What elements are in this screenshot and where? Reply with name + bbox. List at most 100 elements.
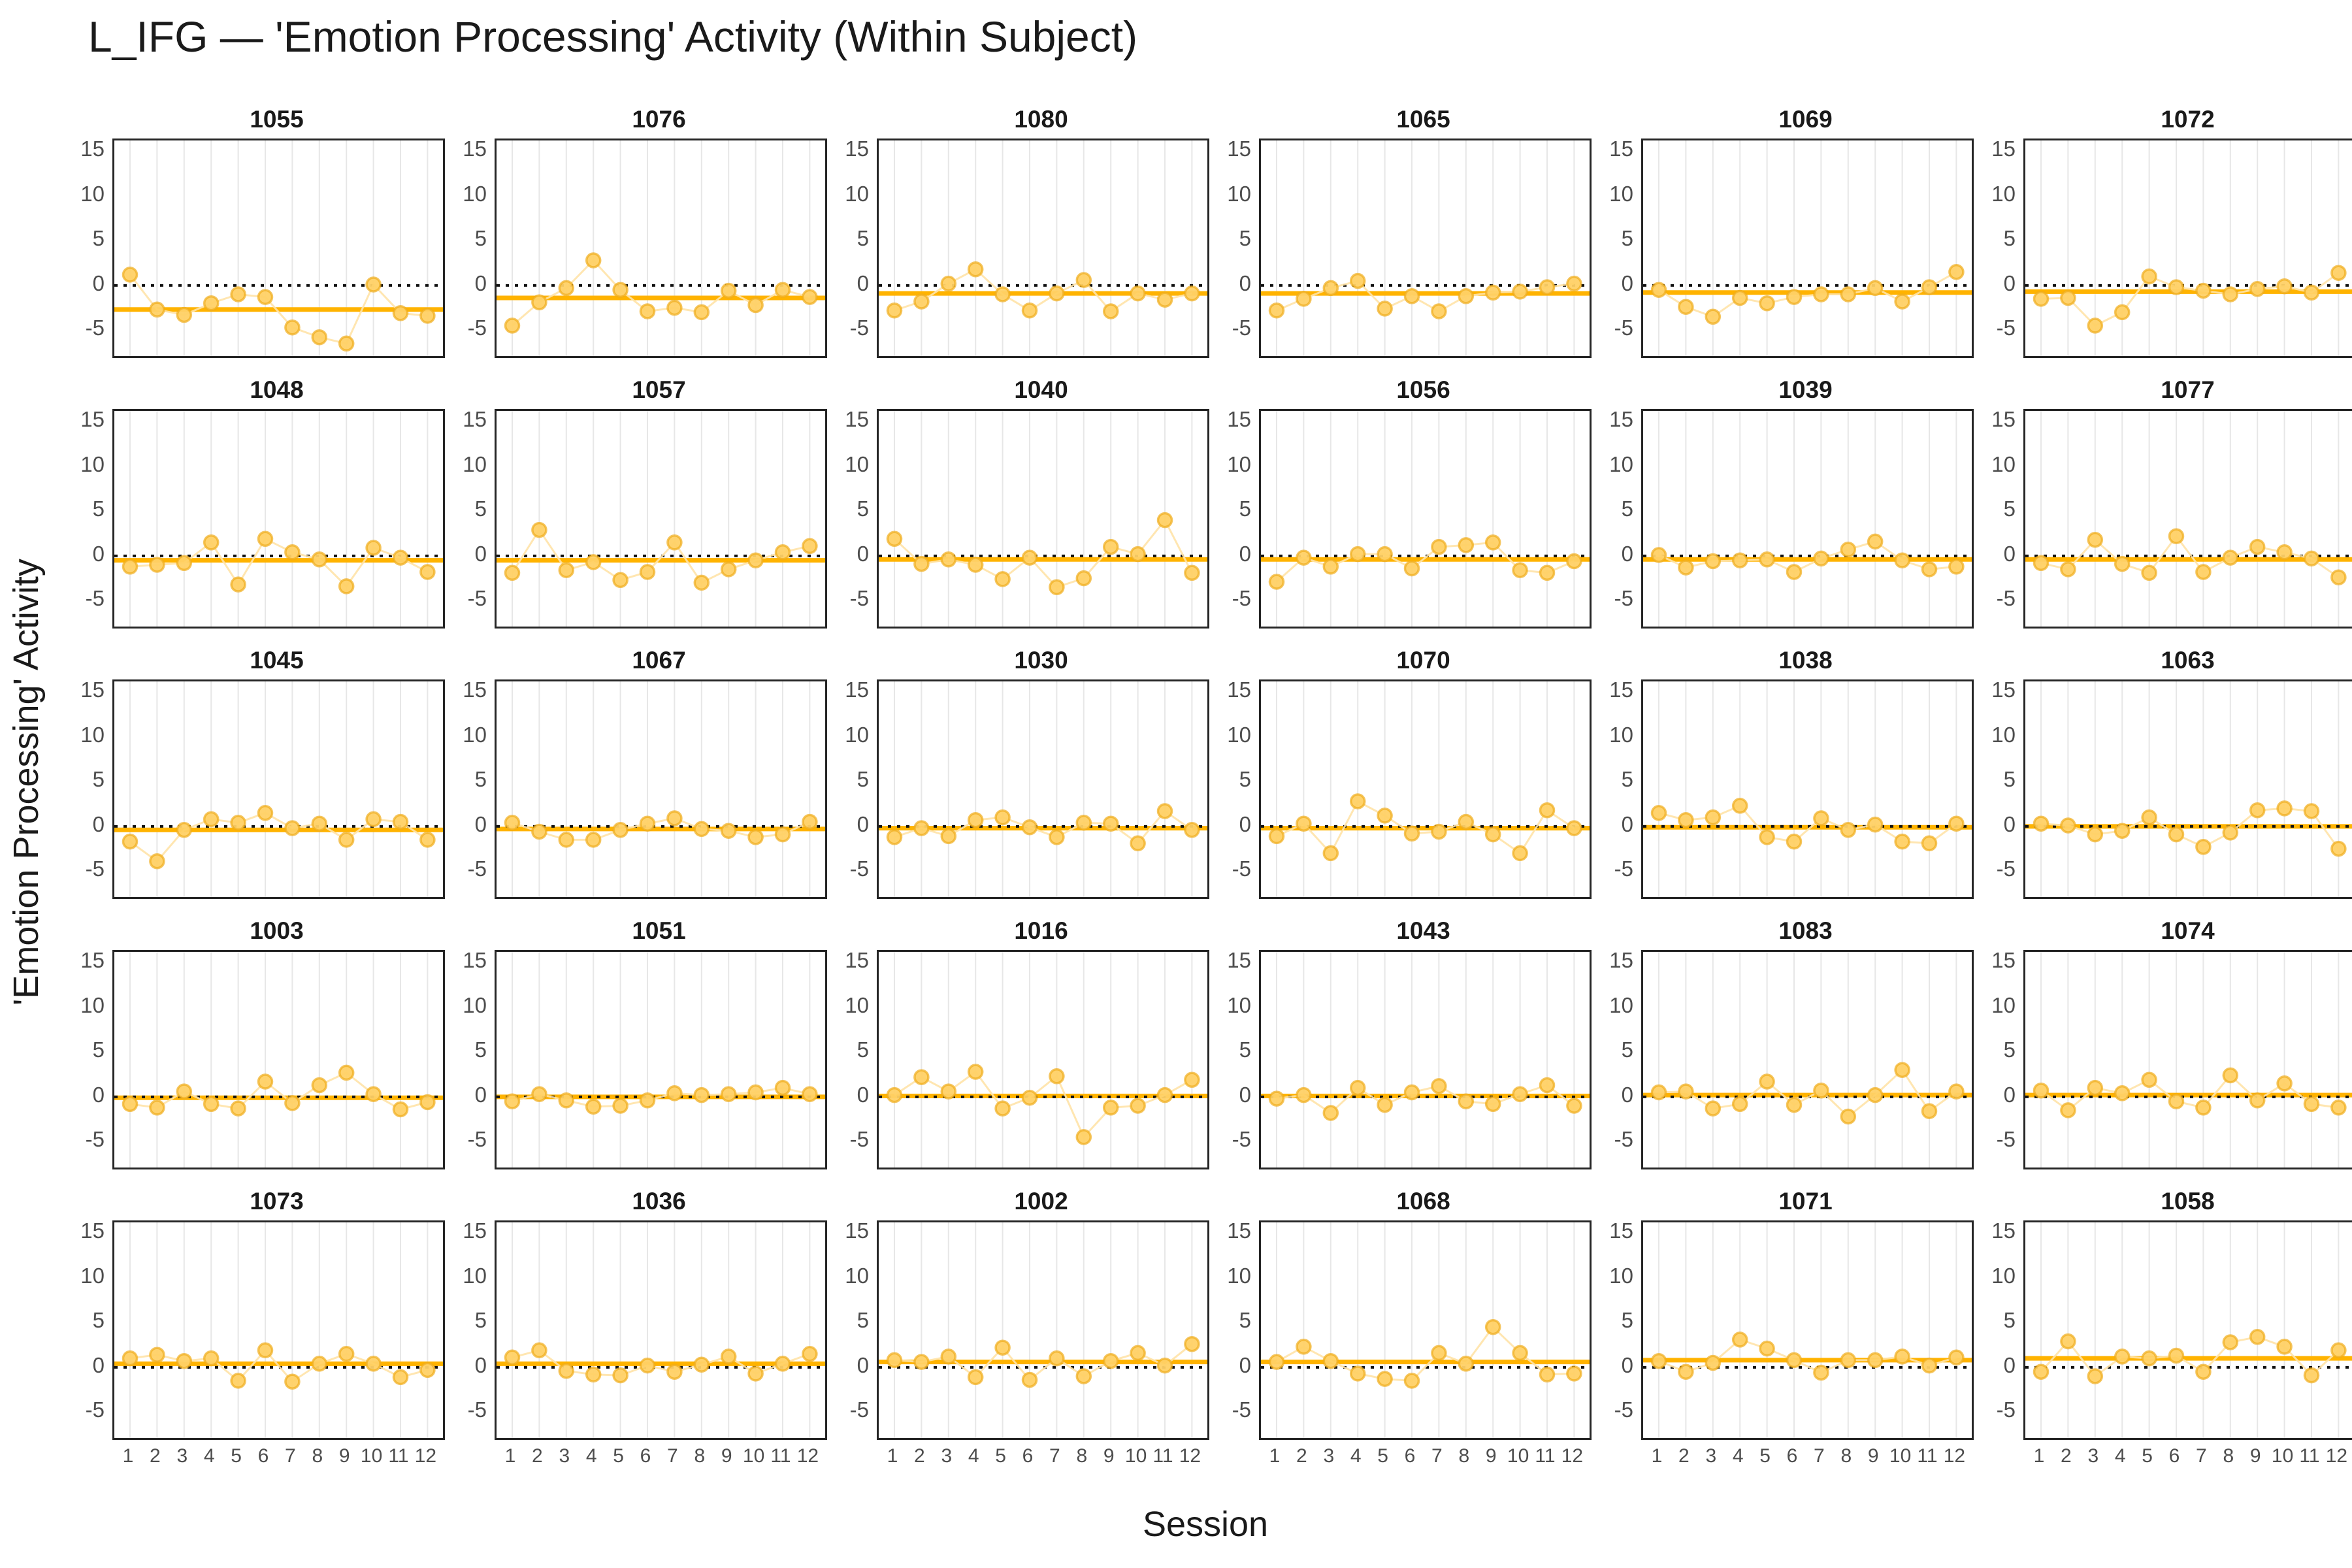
chart-canvas <box>2025 952 2352 1168</box>
facet-title: 1003 <box>250 917 304 944</box>
facet-cell-1077: 1077 15 10 5 0 -5 <box>1970 375 2352 645</box>
x-tick-label: 12 <box>1943 1445 1966 1467</box>
data-point <box>666 1364 683 1380</box>
data-point <box>1021 302 1038 319</box>
x-tick-label: 12 <box>2325 1445 2348 1467</box>
x-tick-label: 1 <box>887 1445 898 1467</box>
data-point <box>1705 1354 1722 1371</box>
data-point <box>1102 1352 1119 1369</box>
data-point <box>639 564 656 580</box>
data-point <box>1840 286 1857 302</box>
data-point <box>1759 295 1775 312</box>
facet-cell-1068: 1068 15 10 5 0 -5 1 2 3 4 5 6 7 8 9 10 11 12 <box>1205 1186 1592 1467</box>
data-point <box>1268 574 1285 590</box>
session-connector-line <box>1276 1325 1575 1382</box>
data-point <box>1184 564 1200 581</box>
data-point <box>1650 1084 1667 1101</box>
y-tick-label: -5 <box>467 1397 487 1422</box>
data-point <box>967 261 984 278</box>
data-point <box>2060 817 2076 834</box>
facet-title: 1074 <box>2161 917 2215 944</box>
data-point <box>1184 1335 1200 1352</box>
data-point <box>1539 1077 1556 1094</box>
y-tick-label: 15 <box>80 407 105 432</box>
x-tick-label: 9 <box>1867 1445 1879 1467</box>
y-tick-label: 10 <box>1609 722 1633 747</box>
data-point <box>1759 829 1775 845</box>
data-point <box>1296 815 1312 832</box>
data-point <box>1650 547 1667 563</box>
data-point <box>176 1352 193 1369</box>
data-point <box>122 559 139 575</box>
data-point <box>2222 1334 2239 1350</box>
data-point <box>612 822 629 838</box>
facet-panel-1039 <box>1641 409 1974 629</box>
facet-cell-1051: 1051 15 10 5 0 -5 <box>441 916 827 1186</box>
data-point <box>176 555 193 572</box>
data-point <box>1731 798 1748 814</box>
data-point <box>967 557 984 573</box>
facet-panel-1056 <box>1259 409 1592 629</box>
data-point <box>1512 1086 1528 1102</box>
y-tick-label: 10 <box>80 722 105 747</box>
data-point <box>1813 286 1829 302</box>
x-tick-label: 8 <box>1840 1445 1852 1467</box>
data-point <box>419 1362 436 1379</box>
facet-cell-1072: 1072 15 10 5 0 -5 <box>1970 105 2352 375</box>
data-point <box>1813 1364 1829 1381</box>
data-point <box>2114 304 2131 321</box>
x-tick-label: 7 <box>1431 1445 1443 1467</box>
y-tick-label: 0 <box>92 1352 105 1377</box>
data-point <box>2330 1100 2347 1116</box>
data-point <box>2168 528 2185 544</box>
data-point <box>747 1365 764 1382</box>
x-tick-label: 10 <box>742 1445 765 1467</box>
facet-panel-1073 <box>112 1220 445 1440</box>
data-point <box>2033 1364 2050 1380</box>
data-point <box>1705 308 1722 325</box>
data-point <box>1049 829 1065 845</box>
data-point <box>940 551 957 568</box>
data-point <box>1921 561 1938 578</box>
y-tick-label: 15 <box>1609 137 1633 161</box>
x-tick-label: 5 <box>995 1445 1006 1467</box>
data-point <box>1484 534 1501 551</box>
y-tick-label: 0 <box>92 541 105 566</box>
x-tick-label: 8 <box>312 1445 323 1467</box>
x-tick-label: 12 <box>796 1445 819 1467</box>
y-tick-label: 15 <box>1609 678 1633 702</box>
y-tick-label: 15 <box>1227 137 1251 161</box>
y-tick-label: -5 <box>1996 857 2016 881</box>
y-tick-label: 5 <box>1621 497 1633 521</box>
data-point <box>1786 1352 1803 1369</box>
chart-canvas <box>1261 952 1590 1168</box>
x-tick-label: 7 <box>667 1445 678 1467</box>
data-point <box>392 305 409 321</box>
x-tick-label: 11 <box>1535 1445 1556 1467</box>
y-tick-label: 5 <box>1621 1308 1633 1333</box>
data-point <box>1867 816 1884 833</box>
data-point <box>1156 803 1173 819</box>
data-point <box>1021 819 1038 836</box>
facet-cell-1080: 1080 15 10 5 0 -5 <box>823 105 1209 375</box>
data-point <box>2195 282 2212 299</box>
facet-cell-1076: 1076 15 10 5 0 -5 <box>441 105 827 375</box>
y-tick-label: 5 <box>857 767 869 792</box>
data-point <box>419 308 436 324</box>
y-tick-label: 15 <box>1609 1218 1633 1243</box>
data-point <box>1840 541 1857 558</box>
data-point <box>1840 822 1857 838</box>
data-point <box>1566 1098 1582 1114</box>
data-point <box>1948 559 1965 575</box>
data-point <box>693 821 710 838</box>
data-point <box>257 1342 274 1359</box>
data-point <box>1512 1345 1528 1362</box>
facet-title: 1077 <box>2161 376 2215 403</box>
x-tick-label: 10 <box>1507 1445 1529 1467</box>
data-point <box>802 289 818 305</box>
y-tick-label: 10 <box>1227 1263 1251 1288</box>
data-point <box>1705 553 1722 570</box>
data-point <box>2303 1096 2320 1113</box>
chart-canvas <box>879 952 1207 1168</box>
data-point <box>1431 1345 1447 1362</box>
